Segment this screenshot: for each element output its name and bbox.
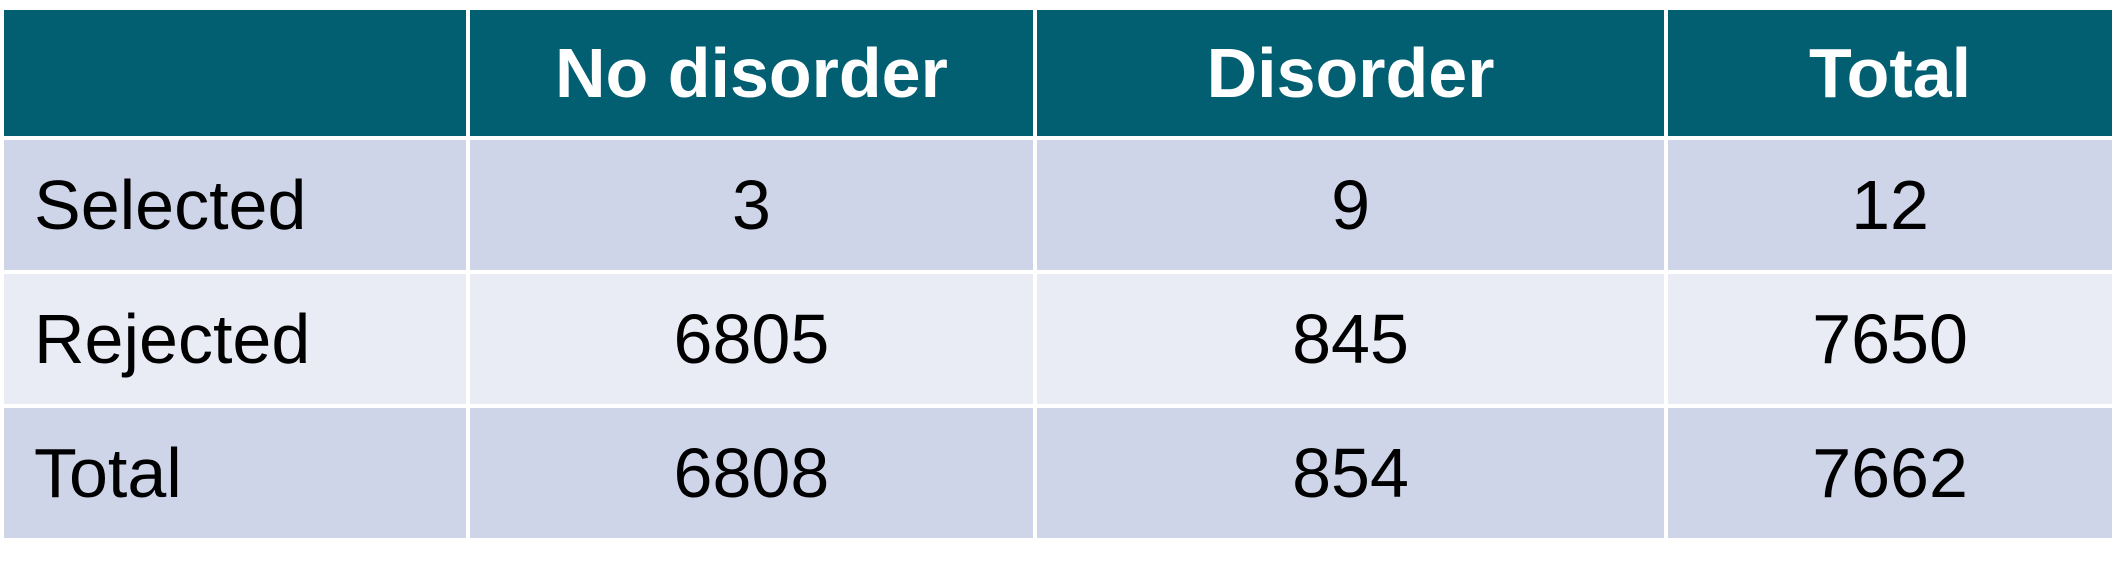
header-cell-no-disorder: No disorder (469, 10, 1033, 136)
cell-rejected-no-disorder: 6805 (469, 274, 1033, 404)
cell-selected-disorder: 9 (1036, 140, 1665, 270)
cell-total-no-disorder: 6808 (469, 408, 1033, 538)
header-cell-disorder: Disorder (1036, 10, 1665, 136)
table-row-selected: Selected 3 9 12 (4, 140, 2112, 270)
row-label-rejected: Rejected (4, 274, 466, 404)
table-row-rejected: Rejected 6805 845 7650 (4, 274, 2112, 404)
contingency-table-container: No disorder Disorder Total Selected 3 9 … (4, 10, 2112, 538)
table-row-total: Total 6808 854 7662 (4, 408, 2112, 538)
cell-rejected-disorder: 845 (1036, 274, 1665, 404)
table-header-row: No disorder Disorder Total (4, 10, 2112, 136)
row-label-total: Total (4, 408, 466, 538)
cell-rejected-total: 7650 (1668, 274, 2112, 404)
row-label-selected: Selected (4, 140, 466, 270)
cell-selected-total: 12 (1668, 140, 2112, 270)
contingency-table: No disorder Disorder Total Selected 3 9 … (0, 6, 2116, 542)
header-cell-empty (4, 10, 466, 136)
cell-total-disorder: 854 (1036, 408, 1665, 538)
cell-total-total: 7662 (1668, 408, 2112, 538)
cell-selected-no-disorder: 3 (469, 140, 1033, 270)
header-cell-total: Total (1668, 10, 2112, 136)
